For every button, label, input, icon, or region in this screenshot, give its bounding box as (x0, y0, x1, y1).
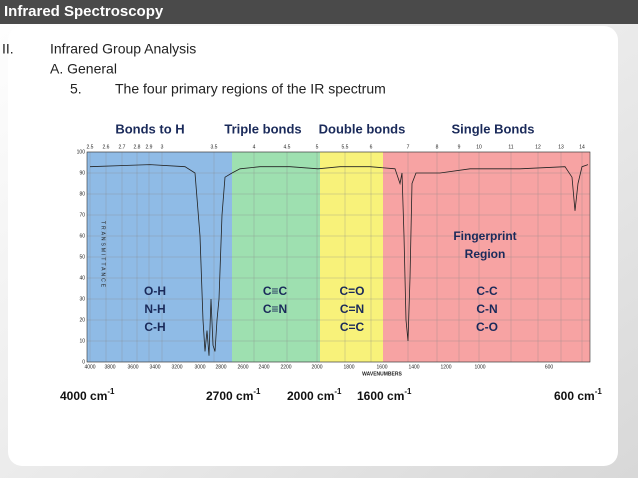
bond-label: C-N (476, 302, 497, 316)
boundary-value: 2700 cm (206, 389, 253, 403)
left-tick-label: 40 (79, 275, 85, 281)
top-tick-label: 5.5 (342, 144, 349, 150)
outline-numeral: II. (2, 41, 14, 57)
outline-heading: Infrared Group Analysis (50, 41, 196, 57)
boundary-exponent: -1 (253, 387, 261, 396)
bond-label: O-H (144, 284, 166, 298)
left-tick-label: 0 (82, 359, 85, 365)
boundary-label: 600 cm-1 (554, 387, 602, 403)
top-tick-label: 12 (535, 144, 541, 150)
slide-title: Infrared Spectroscopy (4, 3, 164, 20)
x-axis-label: WAVENUMBERS (362, 371, 402, 377)
bottom-tick-label: 3400 (149, 364, 160, 370)
left-tick-label: 50 (79, 254, 85, 260)
bond-label: C≡C (263, 284, 288, 298)
spectrum-trace (89, 164, 589, 356)
boundary-value: 1600 cm (357, 389, 404, 403)
bond-label: C=O (339, 284, 364, 298)
boundary-value: 2000 cm (287, 389, 334, 403)
boundary-label: 2000 cm-1 (287, 387, 342, 403)
left-tick-label: 20 (79, 317, 85, 323)
bond-label: C=N (340, 302, 364, 316)
top-tick-label: 2.8 (134, 144, 141, 150)
bottom-tick-label: 600 (545, 364, 554, 370)
top-tick-label: 5 (316, 144, 319, 150)
left-tick-label: 30 (79, 296, 85, 302)
top-tick-label: 2.9 (146, 144, 153, 150)
top-tick-label: 4 (253, 144, 256, 150)
boundary-value: 600 cm (554, 389, 595, 403)
region-heading: Bonds to H (115, 121, 184, 136)
bond-label: C-O (476, 320, 498, 334)
top-tick-label: 2.5 (87, 144, 94, 150)
boundary-exponent: -1 (334, 387, 342, 396)
top-tick-label: 8 (436, 144, 439, 150)
title-bar (0, 0, 638, 24)
boundary-value: 4000 cm (60, 389, 107, 403)
bottom-tick-label: 3600 (127, 364, 138, 370)
left-tick-label: 80 (79, 191, 85, 197)
bond-label: C-H (144, 320, 165, 334)
bottom-tick-label: 2200 (280, 364, 291, 370)
left-tick-label: 60 (79, 233, 85, 239)
left-tick-label: 100 (77, 149, 86, 155)
bottom-tick-label: 2000 (311, 364, 322, 370)
bottom-tick-label: 4000 (84, 364, 95, 370)
bottom-tick-label: 3200 (171, 364, 182, 370)
bottom-tick-label: 2800 (215, 364, 226, 370)
fingerprint-label: Fingerprint (453, 229, 516, 243)
top-tick-label: 14 (579, 144, 585, 150)
top-tick-label: 7 (407, 144, 410, 150)
boundary-exponent: -1 (595, 387, 603, 396)
top-tick-label: 11 (508, 144, 513, 150)
boundary-label: 1600 cm-1 (357, 387, 412, 403)
top-tick-label: 3.5 (211, 144, 218, 150)
boundary-label: 4000 cm-1 (60, 387, 115, 403)
region-heading: Single Bonds (451, 121, 534, 136)
region-heading: Double bonds (319, 121, 406, 136)
bond-label: C≡N (263, 302, 287, 316)
boundary-exponent: -1 (404, 387, 412, 396)
left-tick-label: 90 (79, 170, 85, 176)
y-axis-label: TRANSMITTANCE (100, 221, 106, 289)
top-tick-label: 2.7 (119, 144, 126, 150)
outline-sub: A. General (50, 61, 117, 77)
top-tick-label: 13 (558, 144, 564, 150)
bottom-tick-label: 1400 (408, 364, 419, 370)
bottom-tick-label: 2600 (237, 364, 248, 370)
top-tick-label: 10 (476, 144, 482, 150)
bottom-tick-label: 1800 (343, 364, 354, 370)
bottom-tick-label: 3000 (194, 364, 205, 370)
boundary-exponent: -1 (107, 387, 115, 396)
top-tick-label: 6 (370, 144, 373, 150)
bottom-tick-label: 1200 (440, 364, 451, 370)
bottom-tick-label: 3800 (104, 364, 115, 370)
top-tick-label: 3 (161, 144, 164, 150)
spectrum-chart (80, 140, 595, 385)
bottom-tick-label: 1000 (474, 364, 485, 370)
left-tick-label: 10 (79, 338, 85, 344)
region-heading: Triple bonds (224, 121, 301, 136)
outline-item-number: 5. (70, 81, 82, 97)
outline-item: The four primary regions of the IR spect… (115, 81, 386, 97)
bond-label: N-H (144, 302, 165, 316)
bond-label: C=C (340, 320, 365, 334)
top-tick-label: 2.6 (103, 144, 110, 150)
top-tick-label: 9 (458, 144, 461, 150)
fingerprint-label: Region (465, 247, 506, 261)
bond-label: C-C (476, 284, 498, 298)
boundary-label: 2700 cm-1 (206, 387, 261, 403)
plot-border (86, 151, 591, 363)
top-tick-label: 4.5 (284, 144, 291, 150)
bottom-tick-label: 2400 (258, 364, 269, 370)
left-tick-label: 70 (79, 212, 85, 218)
bottom-tick-label: 1600 (376, 364, 387, 370)
